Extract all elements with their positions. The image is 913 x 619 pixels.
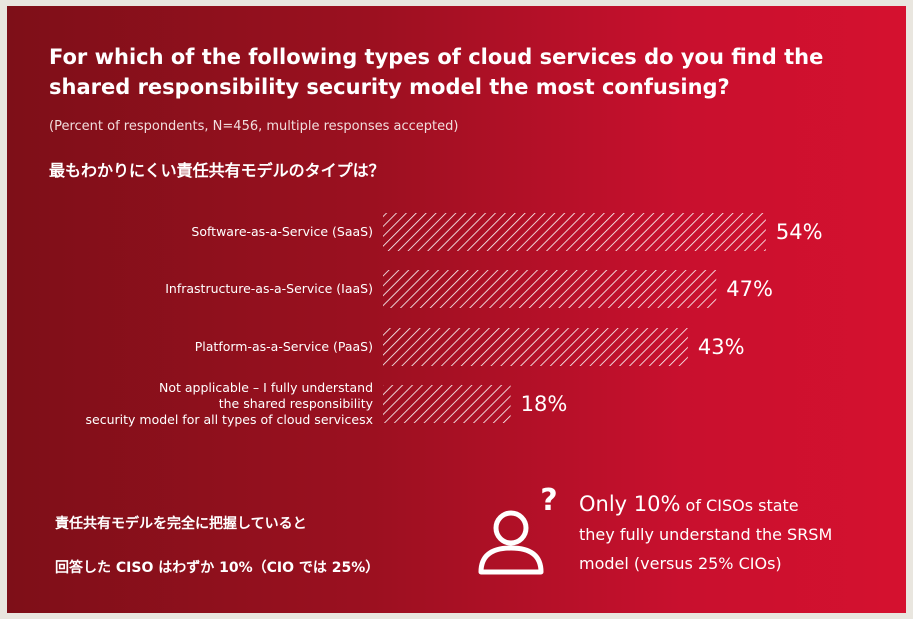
bar-value-label-3: 18%: [521, 392, 568, 416]
svg-text:?: ?: [540, 484, 557, 518]
japanese-heading: 最もわかりにくい責任共有モデルのタイプは？: [49, 161, 385, 180]
bar-value-label-2: 43%: [698, 335, 745, 359]
callout-text: Only 10% of CISOs state they fully under…: [579, 490, 899, 578]
bar-value-label-0: 54%: [776, 220, 823, 244]
bar-label-3: Not applicable – I fully understand the s…: [86, 380, 374, 427]
bar-3: [383, 385, 511, 423]
callout-line-3: model (versus 25% CIOs): [579, 554, 782, 573]
bar-label-1: Infrastructure-as-a-Service (IaaS): [165, 281, 373, 296]
callout-highlight: Only 10%: [579, 492, 681, 516]
bar-label-0: Software-as-a-Service (SaaS): [191, 224, 373, 239]
bar-1: [383, 270, 717, 308]
japanese-note-line-2: 回答した CISO はわずか 10%（CIO では 25%）: [55, 560, 380, 576]
bar-2: [383, 328, 688, 366]
bar-0: [383, 213, 766, 251]
person-question-icon: ?: [478, 484, 558, 575]
infographic-panel: For which of the following types of clou…: [7, 6, 906, 613]
callout-line-1: of CISOs state: [680, 496, 799, 515]
japanese-note-line-1: 責任共有モデルを完全に把握していると: [55, 516, 307, 532]
chart-title: For which of the following types of clou…: [49, 45, 824, 99]
callout-line-2: they fully understand the SRSM: [579, 525, 833, 544]
chart-subtitle: (Percent of respondents, N=456, multiple…: [49, 119, 459, 134]
bar-chart: Software-as-a-Service (SaaS) 54% Infrastru…: [86, 213, 823, 427]
bar-label-2: Platform-as-a-Service (PaaS): [195, 339, 373, 354]
bar-value-label-1: 47%: [726, 277, 773, 301]
